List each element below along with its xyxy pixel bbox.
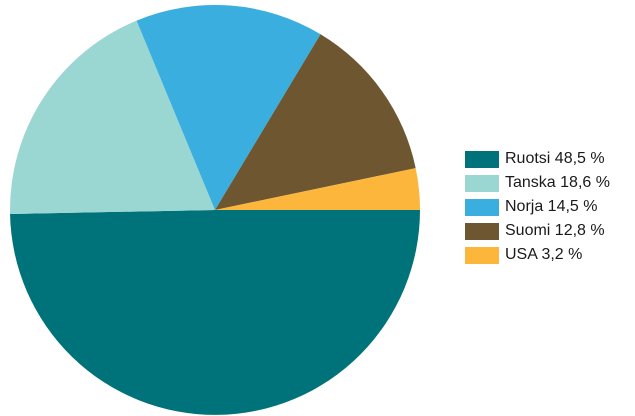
pie-slice-ruotsi — [10, 210, 420, 415]
legend-label-suomi: Suomi 12,8 % — [505, 222, 605, 239]
legend-item-norja: Norja 14,5 % — [465, 195, 610, 219]
legend-item-tanska: Tanska 18,6 % — [465, 171, 610, 195]
legend-swatch-norja — [465, 198, 499, 216]
pie-slice-norja — [136, 4, 321, 210]
legend-item-suomi: Suomi 12,8 % — [465, 219, 610, 243]
legend-swatch-usa — [465, 246, 499, 264]
pie-slice-tanska — [10, 20, 215, 214]
legend-swatch-tanska — [465, 174, 499, 192]
pie-slice-usa — [215, 168, 421, 210]
legend-swatch-ruotsi — [465, 150, 499, 168]
legend-item-usa: USA 3,2 % — [465, 243, 610, 267]
legend: Ruotsi 48,5 % Tanska 18,6 % Norja 14,5 %… — [465, 147, 610, 267]
legend-swatch-suomi — [465, 222, 499, 240]
legend-label-usa: USA 3,2 % — [505, 246, 583, 263]
pie-slice-suomi — [215, 34, 416, 210]
legend-label-tanska: Tanska 18,6 % — [505, 174, 610, 191]
legend-label-ruotsi: Ruotsi 48,5 % — [505, 150, 605, 167]
legend-item-ruotsi: Ruotsi 48,5 % — [465, 147, 610, 171]
legend-label-norja: Norja 14,5 % — [505, 198, 598, 215]
